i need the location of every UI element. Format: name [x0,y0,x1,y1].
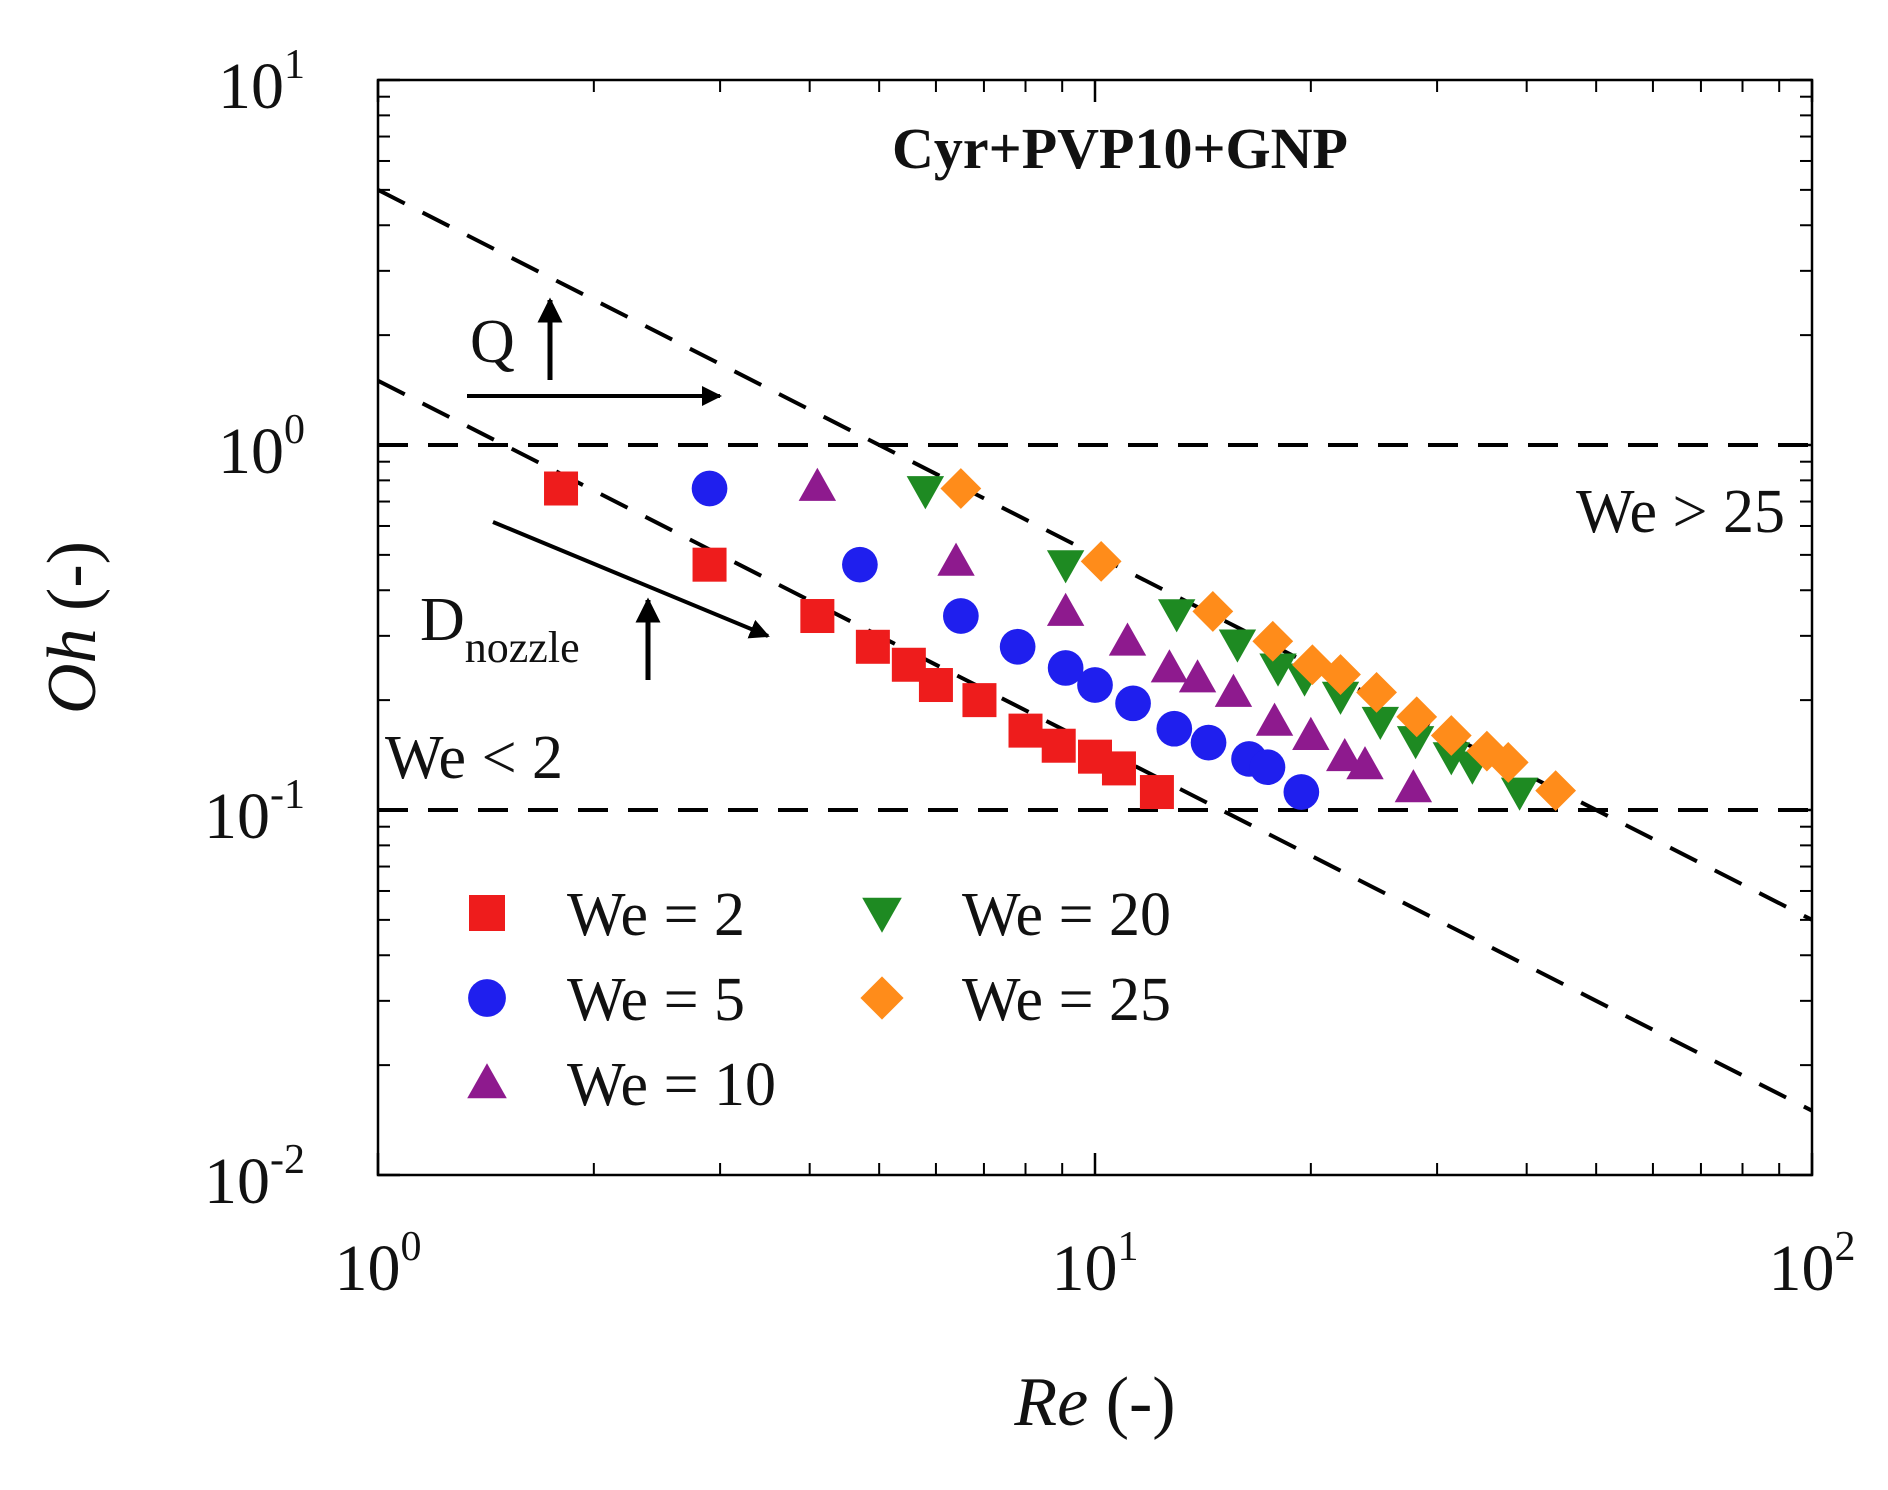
legend-entry: We = 10 [467,1051,776,1119]
data-point [1283,774,1320,810]
series-we25 [940,468,1577,812]
series-we2 [544,471,1174,810]
data-point [1430,715,1472,756]
data-point [1487,742,1529,783]
data-point [798,467,837,501]
data-point [544,471,579,506]
legend-marker [468,979,506,1017]
series-we10 [798,467,1433,803]
annotation-q: Q [470,308,515,376]
data-point [1080,540,1122,582]
legend-marker [467,1063,507,1099]
dnozzle-shift-arrow [492,520,770,639]
data-point [1008,713,1043,748]
data-point [1252,620,1294,662]
legend-label: We = 10 [567,1051,776,1119]
data-point [1326,737,1364,772]
data-point [1077,667,1113,703]
data-point [1432,742,1470,776]
data-point [1361,706,1400,740]
legend-marker [860,976,904,1020]
data-point [918,668,953,703]
axes: 100 101 102 10-2 10-1 100 101 Re (-) Oh (-) Cyr+P… [34,42,1856,1441]
data-point [937,542,975,576]
y-tick-label: 101 [218,42,305,123]
y-tick-label: 10-1 [204,772,305,853]
data-point [1178,659,1217,693]
x-tick-label: 101 [1052,1224,1139,1305]
data-point [842,546,878,583]
data-point [1356,671,1397,713]
y-tick-label: 100 [218,407,305,488]
data-point [1156,710,1193,747]
legend-marker [862,897,902,933]
chart-title: Cyr+PVP10+GNP [892,116,1348,181]
legend: We = 2 We = 5 We = 10 We = 20 We = 25 [467,881,1171,1119]
legend-label: We = 20 [962,881,1171,949]
legend-label: We = 5 [567,966,745,1034]
data-point [855,629,890,664]
data-point [1321,681,1360,715]
data-point [1396,696,1438,738]
y-tick-label: 10-2 [204,1137,305,1218]
data-point [691,470,728,507]
data-point [1394,769,1433,803]
legend-entry: We = 5 [468,966,745,1034]
data-point [1101,751,1136,786]
data-point [962,683,997,718]
legend-label: We = 25 [962,966,1171,1034]
annotation-dnozzle: Dnozzle [420,586,580,672]
legend-entry: We = 2 [469,881,745,949]
data-point [1047,650,1084,686]
data-point [1218,629,1257,663]
legend-marker [469,895,505,931]
region-label-upper: We > 25 [1576,478,1785,546]
data-point [1320,654,1361,695]
data-point [800,599,835,634]
x-tick-label: 102 [1769,1224,1856,1305]
data-point [1192,591,1234,632]
data-point [1346,746,1384,780]
data-point [1214,673,1253,707]
annotations: We > 25 We < 2 Q Dnozzle [385,297,1785,792]
data-point [1259,653,1297,687]
data-point [1157,599,1196,633]
data-point [1150,649,1189,683]
x-axis-title: Re (-) [1013,1364,1175,1441]
data-point [1535,770,1577,812]
data-point [1046,592,1085,626]
y-axis-title: Oh (-) [34,541,111,714]
legend-label: We = 2 [567,881,745,949]
series-we5 [691,470,1320,810]
data-points [544,467,1577,812]
x-tick-label: 100 [335,1224,422,1305]
data-point [1046,550,1085,584]
data-point [1115,685,1151,722]
data-point [1500,777,1539,811]
data-point [943,598,979,634]
data-point [999,628,1036,665]
legend-entry: We = 25 [860,966,1171,1034]
data-point [906,476,945,510]
data-point [692,547,727,582]
series-we20 [906,476,1539,811]
region-label-lower: We < 2 [385,724,563,792]
data-point [1255,702,1294,736]
data-point [1139,775,1174,810]
data-point [940,468,982,509]
data-point [1108,622,1147,656]
data-point [1396,726,1435,760]
data-point [1190,724,1227,761]
data-point [1249,749,1286,786]
legend-entry: We = 20 [862,881,1171,949]
data-point [1292,716,1330,750]
data-point [1041,728,1076,763]
